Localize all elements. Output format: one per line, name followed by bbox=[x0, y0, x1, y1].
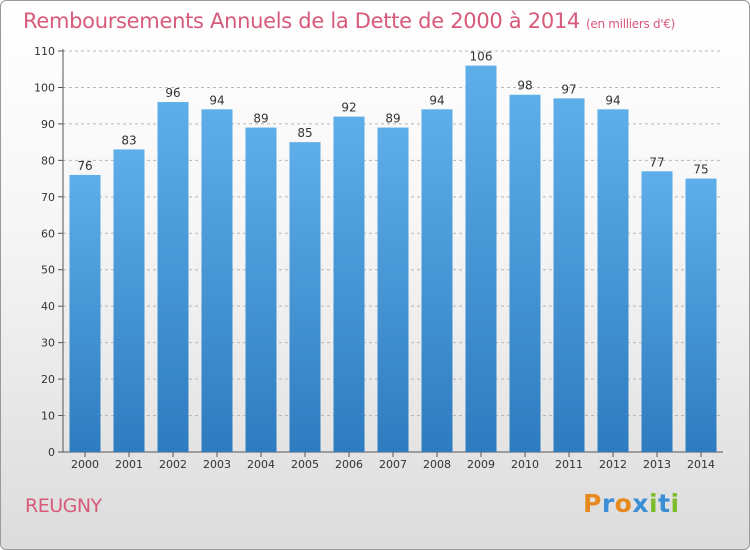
x-tick-label: 2013 bbox=[643, 458, 671, 471]
proxiti-logo[interactable]: Proxiti bbox=[583, 489, 680, 518]
y-tick-label: 50 bbox=[41, 264, 55, 277]
bar-value-label: 96 bbox=[165, 86, 180, 100]
bar-value-label: 89 bbox=[253, 112, 268, 126]
bar bbox=[289, 142, 321, 453]
y-tick-label: 20 bbox=[41, 373, 55, 386]
y-tick-label: 30 bbox=[41, 337, 55, 350]
logo-letter: t bbox=[658, 489, 671, 518]
x-tick-label: 2012 bbox=[599, 458, 627, 471]
bar bbox=[333, 116, 365, 453]
bar bbox=[509, 94, 541, 452]
bar-value-label: 83 bbox=[121, 133, 136, 147]
bar-value-label: 89 bbox=[385, 112, 400, 126]
x-tick-label: 2004 bbox=[247, 458, 275, 471]
bar-value-label: 76 bbox=[77, 159, 92, 173]
logo-letter: P bbox=[583, 489, 602, 518]
x-tick-label: 2005 bbox=[291, 458, 319, 471]
bar bbox=[553, 98, 585, 453]
y-tick-label: 80 bbox=[41, 154, 55, 167]
bar-value-label: 106 bbox=[470, 50, 493, 64]
unit-note: (en milliers d'€) bbox=[586, 17, 676, 31]
x-tick-label: 2006 bbox=[335, 458, 363, 471]
y-tick-label: 110 bbox=[34, 45, 55, 58]
y-tick-label: 0 bbox=[48, 446, 55, 459]
bar bbox=[421, 109, 453, 452]
bar-value-label: 75 bbox=[693, 163, 708, 177]
bar-value-label: 85 bbox=[297, 126, 312, 140]
commune-name: REUGNY bbox=[25, 495, 102, 517]
x-tick-label: 2003 bbox=[203, 458, 231, 471]
x-tick-label: 2008 bbox=[423, 458, 451, 471]
logo-letter: o bbox=[614, 489, 633, 518]
y-tick-label: 60 bbox=[41, 227, 55, 240]
chart-title: Remboursements Annuels de la Dette de 20… bbox=[23, 9, 675, 33]
bar bbox=[641, 171, 673, 453]
chart-title-text: Remboursements Annuels de la Dette de 20… bbox=[23, 9, 580, 33]
bar bbox=[69, 174, 101, 453]
y-tick-label: 70 bbox=[41, 191, 55, 204]
x-tick-label: 2002 bbox=[159, 458, 187, 471]
x-tick-label: 2011 bbox=[555, 458, 583, 471]
logo-letter: i bbox=[649, 489, 659, 518]
bar-value-label: 98 bbox=[517, 79, 532, 93]
bar-value-label: 77 bbox=[649, 155, 664, 169]
bar bbox=[201, 109, 233, 452]
logo-letter: i bbox=[670, 489, 680, 518]
bar bbox=[465, 65, 497, 452]
x-tick-label: 2014 bbox=[687, 458, 715, 471]
x-tick-label: 2000 bbox=[71, 458, 99, 471]
x-tick-label: 2009 bbox=[467, 458, 495, 471]
bar-value-label: 94 bbox=[209, 93, 224, 107]
logo-letter: x bbox=[632, 489, 649, 518]
y-tick-label: 100 bbox=[34, 81, 55, 94]
bar bbox=[157, 102, 189, 452]
bar-value-label: 94 bbox=[429, 93, 444, 107]
y-tick-label: 40 bbox=[41, 300, 55, 313]
logo-letter: r bbox=[601, 489, 615, 518]
bar bbox=[685, 178, 717, 452]
bar-value-label: 94 bbox=[605, 93, 620, 107]
bars bbox=[69, 65, 717, 453]
x-tick-label: 2007 bbox=[379, 458, 407, 471]
bar bbox=[113, 149, 145, 452]
bar-value-label: 92 bbox=[341, 101, 356, 115]
bar bbox=[245, 127, 277, 453]
bar bbox=[377, 127, 409, 453]
y-tick-label: 10 bbox=[41, 410, 55, 423]
x-tick-label: 2001 bbox=[115, 458, 143, 471]
bar-value-label: 97 bbox=[561, 82, 576, 96]
bar bbox=[597, 109, 629, 452]
y-tick-label: 90 bbox=[41, 118, 55, 131]
x-tick-label: 2010 bbox=[511, 458, 539, 471]
labels: 0 10 20 30 40 50 60 70 80 90 100 110 76 2000 83 2001 96 2… bbox=[34, 45, 715, 471]
